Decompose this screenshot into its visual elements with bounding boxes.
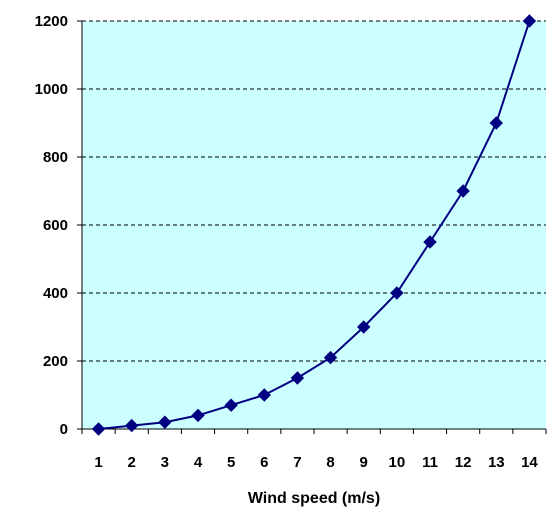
data-point-marker <box>191 408 205 423</box>
x-tick-label: 4 <box>194 454 203 471</box>
data-point-marker <box>522 14 537 28</box>
x-tick-label: 14 <box>521 454 538 471</box>
data-point-marker <box>257 388 271 402</box>
x-tick-label: 6 <box>260 454 268 471</box>
y-tick-label: 1200 <box>35 13 68 30</box>
data-point-marker <box>91 422 106 436</box>
data-point-marker <box>158 415 172 429</box>
x-axis-title: Wind speed (m/s) <box>248 490 380 507</box>
x-tick-label: 2 <box>128 454 136 471</box>
x-tick-label: 12 <box>455 454 472 471</box>
x-tick-label: 10 <box>389 454 406 471</box>
data-point-marker <box>125 418 139 433</box>
y-tick-label: 400 <box>43 285 68 302</box>
x-tick-label: 13 <box>488 454 505 471</box>
x-tick-label: 7 <box>293 454 301 471</box>
data-point-marker <box>224 398 238 412</box>
data-point-marker <box>323 350 338 365</box>
x-axis-ticks: 1 2 3 4 5 6 7 8 9 10 11 12 13 14 <box>81 429 547 471</box>
y-tick-label: 800 <box>43 149 68 166</box>
data-point-marker <box>423 235 437 249</box>
x-tick-label: 8 <box>326 454 334 471</box>
y-tick-label: 200 <box>43 353 68 370</box>
y-tick-label: 600 <box>43 217 68 234</box>
x-tick-label: 5 <box>227 454 235 471</box>
x-tick-label: 9 <box>360 454 368 471</box>
y-axis-ticks: 0 200 400 600 800 1000 1200 <box>35 13 82 438</box>
x-tick-label: 1 <box>94 454 102 471</box>
data-point-marker <box>390 286 404 300</box>
data-point-marker <box>456 184 470 198</box>
data-point-marker <box>357 320 371 334</box>
y-tick-label: 1000 <box>35 81 68 98</box>
data-point-marker <box>489 116 503 130</box>
grid-lines <box>82 20 546 362</box>
y-tick-label: 0 <box>60 421 68 438</box>
data-point-marker <box>290 371 305 385</box>
x-tick-label: 3 <box>161 454 169 471</box>
x-tick-label: 11 <box>422 454 438 471</box>
series-group <box>91 14 537 436</box>
